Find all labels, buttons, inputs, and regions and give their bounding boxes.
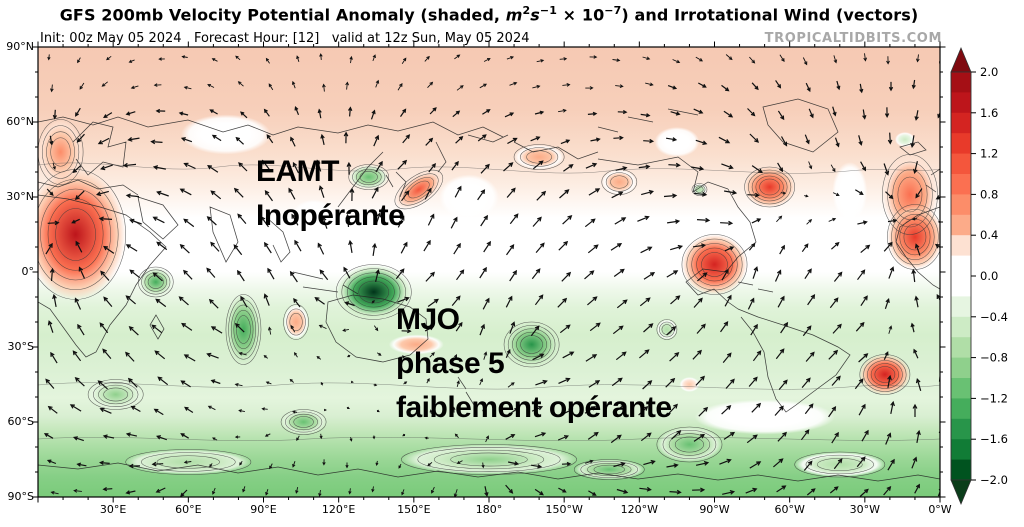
annotation-line: faiblement opérante	[396, 391, 672, 424]
map-area: EAMT Inopérante MJO phase 5 faiblement o…	[32, 41, 946, 503]
colorbar-segment	[951, 459, 971, 481]
colorbar-tick-label: 2.0	[980, 65, 998, 79]
colorbar-segment	[951, 316, 971, 338]
colorbar-segment	[951, 255, 971, 277]
math-s: s	[530, 5, 540, 25]
title-text: GFS 200mb Velocity Potential Anomaly (sh…	[59, 5, 506, 25]
colorbar-segment	[951, 235, 971, 256]
lat-label-60°S: 60°S	[7, 415, 34, 428]
colorbar-segment	[951, 439, 971, 460]
colorbar-segment	[951, 72, 971, 93]
lon-label-150°E: 150°E	[397, 503, 431, 516]
lon-label-150°W: 150°W	[545, 503, 583, 516]
lon-label-30°W: 30°W	[849, 503, 881, 516]
colorbar-tick-label: −0.8	[980, 351, 1008, 365]
lat-label-90°N: 90°N	[6, 40, 34, 53]
lat-label-0°: 0°	[21, 265, 35, 278]
tropicaltidbits-watermark: TROPICALTIDBITS.COM	[764, 31, 942, 46]
colorbar-tick-label: 0.8	[980, 187, 998, 201]
annotation-eamt: EAMT Inopérante	[256, 150, 405, 238]
axis-ticks	[32, 41, 946, 503]
lon-label-120°E: 120°E	[321, 503, 356, 516]
annotation-line: Inopérante	[256, 199, 405, 232]
colorbar-tick-label: 0.4	[980, 228, 998, 242]
colorbar-segment	[951, 112, 971, 134]
math-m: m	[505, 5, 523, 25]
title-suffix: ) and Irrotational Wind (vectors)	[621, 5, 919, 25]
lon-label-30°E: 30°E	[99, 503, 127, 516]
colorbar-tick-label: 1.6	[980, 106, 998, 120]
math-ten-exponent: −7	[604, 4, 622, 17]
colorbar-segment	[951, 296, 971, 318]
colorbar-segment	[951, 337, 971, 358]
lon-label-180°: 180°	[475, 503, 503, 516]
colorbar-arrow-top	[950, 46, 972, 73]
colorbar-arrow-bottom	[950, 479, 972, 506]
lon-label-60°W: 60°W	[774, 503, 805, 516]
colorbar: 2.0 1.6 1.2 0.8 0.4 0.0 −0.4 −0.8 −1.2 −1.6 −2.0	[950, 46, 1008, 506]
annotation-line: EAMT	[256, 155, 340, 188]
lat-label-90°S: 90°S	[7, 490, 34, 503]
colorbar-segment	[951, 378, 971, 399]
math-times-ten: × 10	[556, 5, 605, 25]
colorbar-segment	[951, 133, 971, 154]
lat-label-60°N: 60°N	[6, 115, 34, 128]
velocity-potential-map	[32, 41, 946, 503]
colorbar-segment	[951, 92, 971, 114]
colorbar-segment	[951, 153, 971, 175]
chart-title: GFS 200mb Velocity Potential Anomaly (sh…	[0, 4, 978, 24]
colorbar-segment	[951, 214, 971, 236]
lon-label-120°W: 120°W	[620, 503, 659, 516]
lon-label-90°W: 90°W	[699, 503, 730, 516]
init-forecast-valid-line: Init: 00z May 05 2024 Forecast Hour: [12…	[40, 31, 530, 46]
colorbar-segment	[951, 357, 971, 379]
colorbar-segment	[951, 418, 971, 440]
colorbar-segment	[951, 398, 971, 420]
math-s-exponent: −1	[539, 4, 557, 17]
lon-label-0°W: 0°W	[928, 503, 952, 516]
colorbar-tick-label: −1.6	[980, 432, 1008, 446]
wind-vectors	[43, 53, 940, 497]
math-m-exponent: 2	[522, 4, 531, 17]
colorbar-tick-label: −2.0	[980, 473, 1008, 487]
lat-label-30°S: 30°S	[7, 340, 34, 353]
annotation-line: MJO	[396, 303, 460, 336]
annotation-line: phase 5	[396, 347, 505, 380]
lon-label-90°E: 90°E	[250, 503, 277, 516]
annotation-mjo: MJO phase 5 faiblement opérante	[396, 298, 672, 430]
contour-rings	[38, 119, 940, 480]
colorbar-tick-label: −0.4	[980, 310, 1008, 324]
colorbar-tick-label: −1.2	[980, 391, 1008, 405]
contour-lines	[38, 162, 940, 441]
colorbar-tick-label: 1.2	[980, 147, 998, 161]
colorbar-segment	[951, 276, 971, 297]
lat-label-30°N: 30°N	[6, 190, 34, 203]
colorbar-segment	[951, 194, 971, 216]
colorbar-tick-label: 0.0	[980, 269, 998, 283]
colorbar-segment	[951, 174, 971, 195]
lon-label-60°E: 60°E	[175, 503, 202, 516]
